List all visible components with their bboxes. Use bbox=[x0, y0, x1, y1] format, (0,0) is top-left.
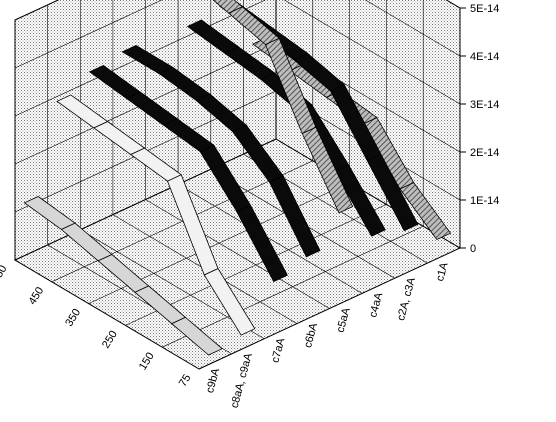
series-tick-label: c9bA bbox=[204, 366, 222, 394]
series-tick-label: c7aA bbox=[269, 336, 287, 364]
x-tick-label: 75 bbox=[177, 372, 194, 389]
x-tick-label: 550 bbox=[0, 263, 10, 285]
x-tick-label: 150 bbox=[137, 350, 157, 372]
z-tick-label: 5E-14 bbox=[470, 3, 499, 15]
series-tick-label: c5aA bbox=[335, 306, 353, 334]
x-tick-label: 450 bbox=[26, 285, 46, 307]
z-tick-label: 3E-14 bbox=[470, 99, 499, 111]
z-tick-label: 1E-14 bbox=[470, 195, 499, 207]
z-tick-label: 2E-14 bbox=[470, 147, 499, 159]
x-tick-label: 250 bbox=[100, 329, 120, 351]
x-tick-label: 350 bbox=[63, 307, 83, 329]
series-tick-label: c6bA bbox=[302, 321, 320, 349]
series-tick-label: c1A bbox=[434, 261, 451, 283]
series-tick-label: c4aA bbox=[367, 291, 385, 319]
series-tick-label: c2A, c3A bbox=[395, 276, 418, 322]
series-tick-label: c8aA, c9aA bbox=[229, 351, 255, 409]
z-tick-label: 0 bbox=[470, 243, 476, 255]
z-tick-label: 4E-14 bbox=[470, 51, 499, 63]
